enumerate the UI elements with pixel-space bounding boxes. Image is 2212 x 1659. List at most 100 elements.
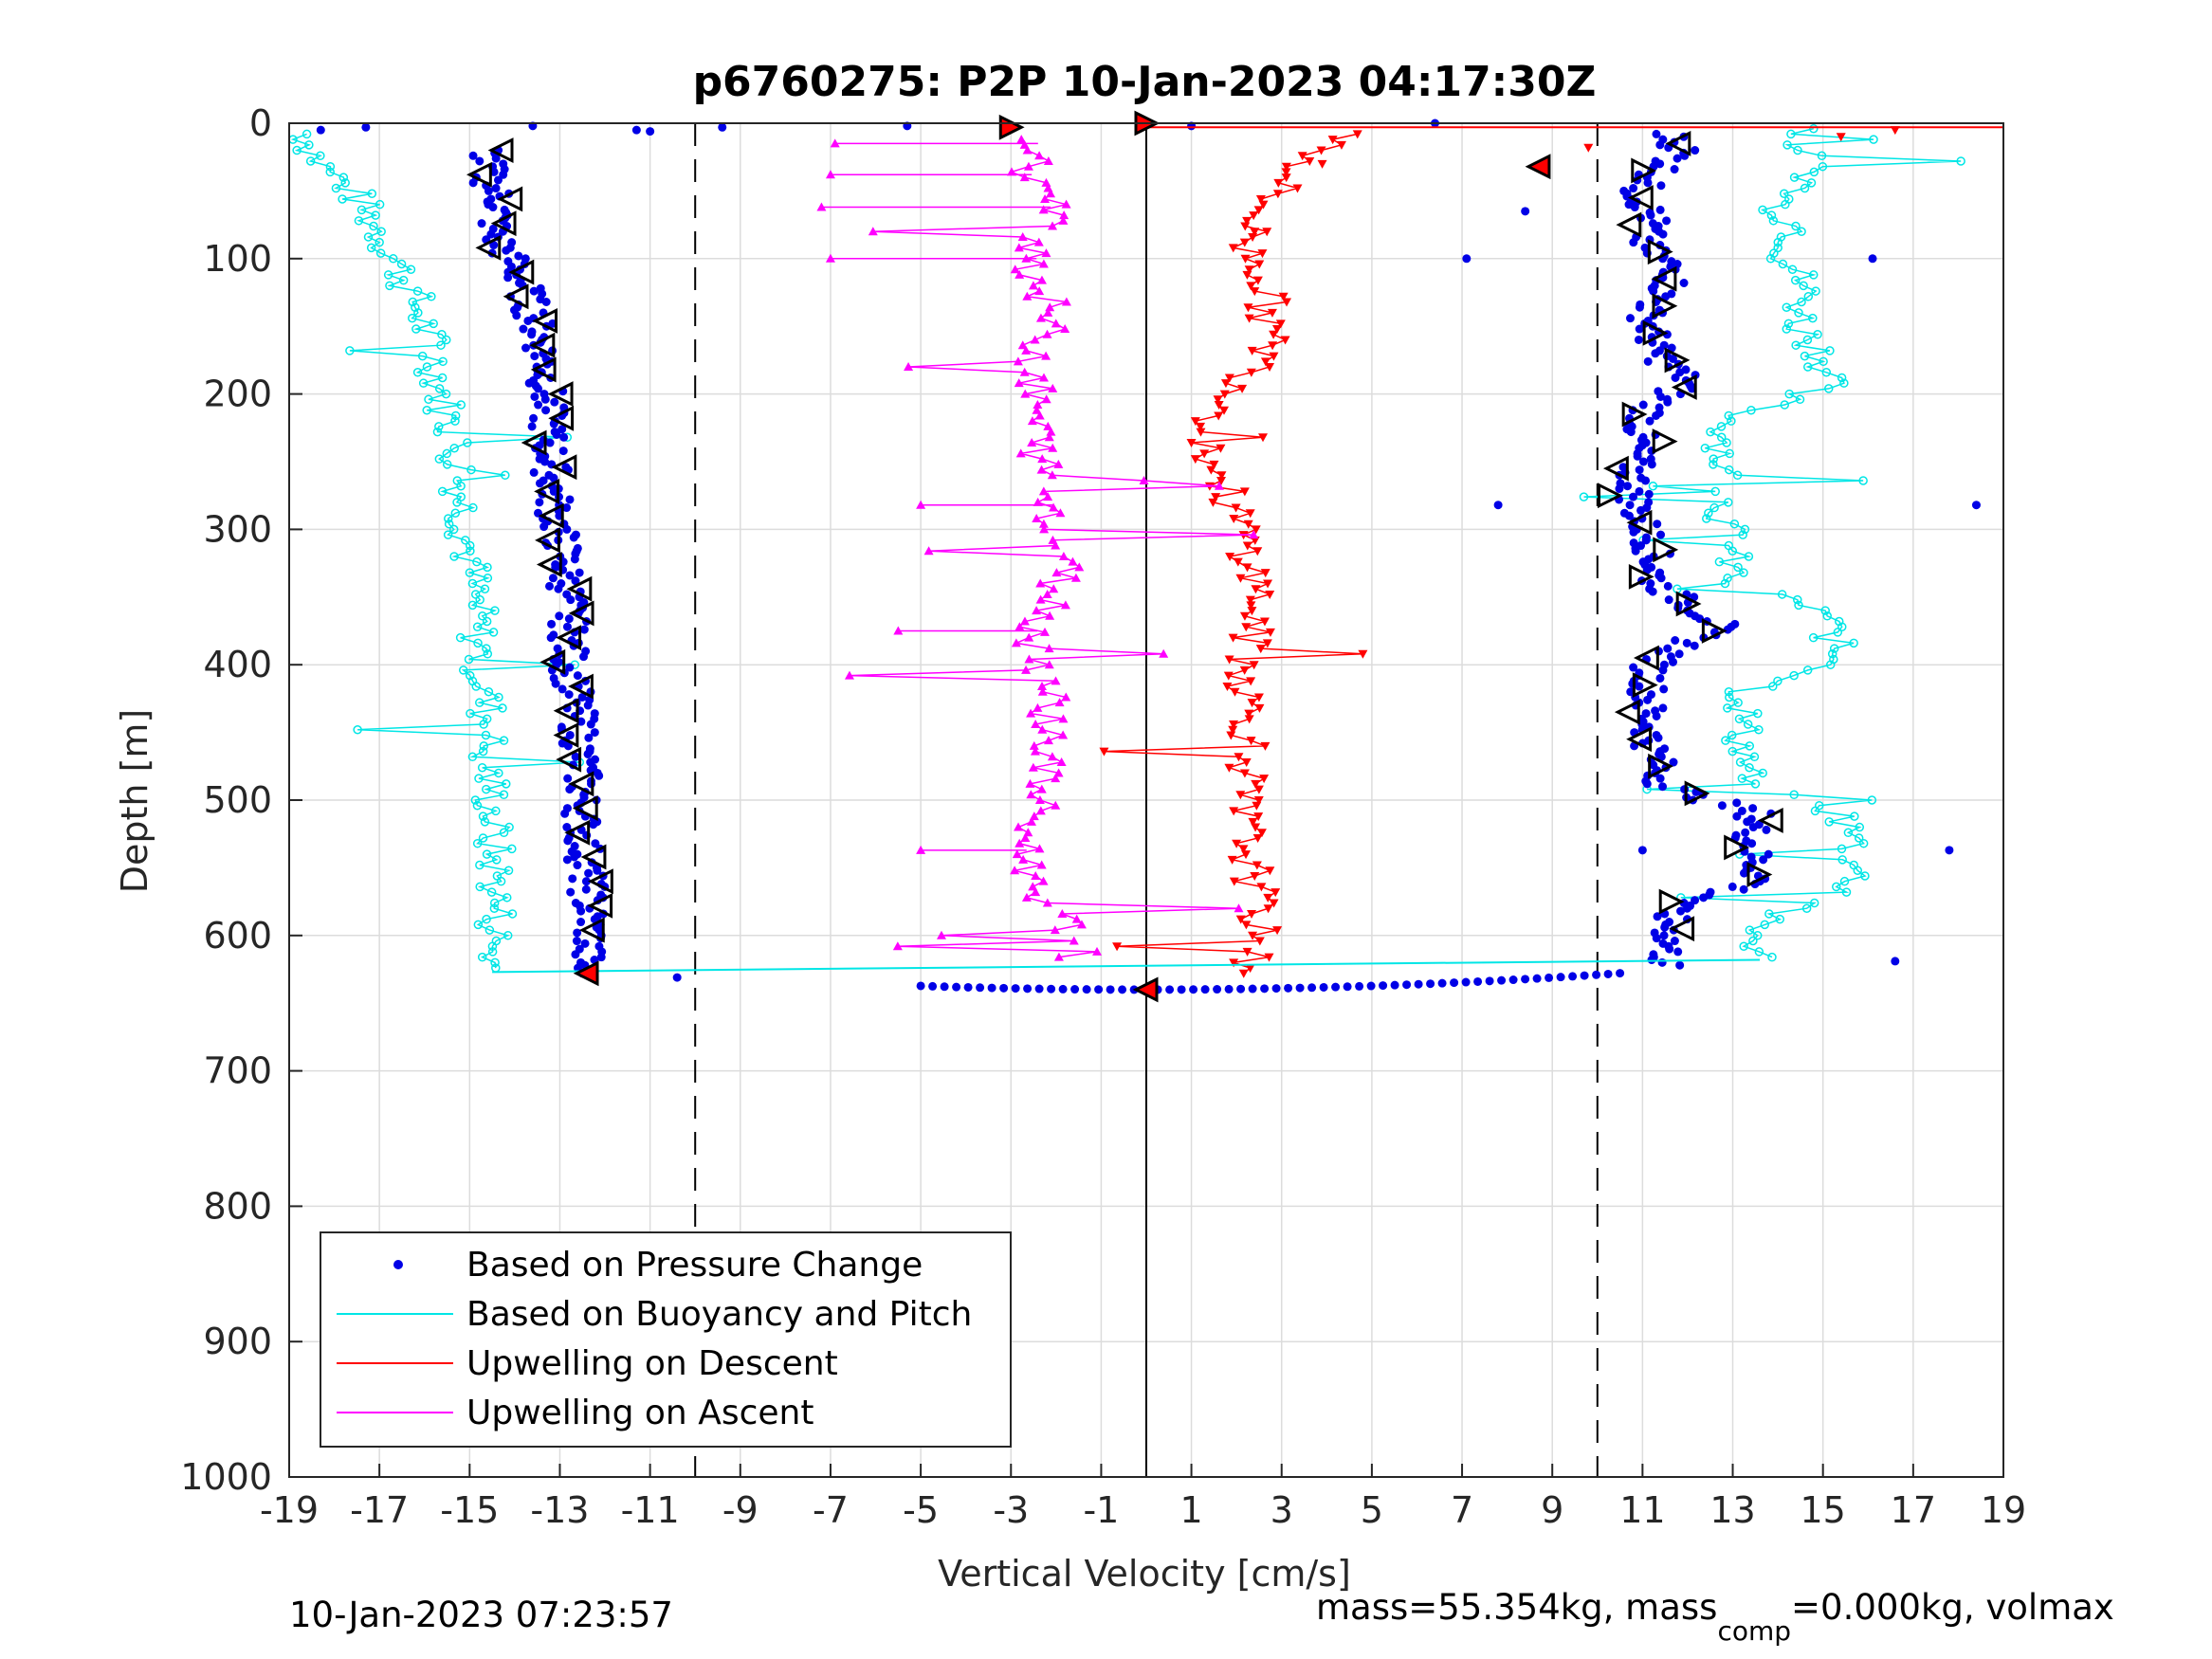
descent-point [1219,406,1230,415]
ascent-point [1092,946,1103,956]
pressure-point [564,690,574,700]
pressure-point [1307,983,1317,993]
descent-point [1232,839,1242,848]
ascent-point [1043,736,1053,745]
buoyancy-point [316,151,325,161]
descent-point [1269,352,1279,361]
ascent-point [916,500,926,509]
buoyancy-point [1808,632,1819,643]
pressure-point [1647,460,1656,469]
descent-point [1265,866,1275,876]
waypoint-triangle [532,308,558,334]
buoyancy-point [1727,416,1736,426]
ascent-point [1021,345,1032,355]
descent-point [1240,254,1251,264]
pressure-point [1213,985,1222,994]
ascent-point [1061,199,1071,209]
descent-point [1224,655,1234,665]
descent-point [1263,893,1273,902]
buoyancy-point [1832,882,1841,892]
x-tick-label: -3 [993,1489,1029,1531]
pressure-point [541,406,551,415]
waypoint-triangle [475,234,502,261]
buoyancy-point [490,957,500,968]
buoyancy-point [1723,703,1732,713]
buoyancy-point [1766,210,1777,220]
pressure-point [581,877,591,886]
x-tick-label: -5 [903,1489,939,1531]
buoyancy-point [437,373,448,383]
descent-point [1292,184,1303,193]
buoyancy-point [1802,335,1813,345]
buoyancy-point [1720,578,1730,589]
buoyancy-point [1765,254,1776,264]
buoyancy-point [1789,173,1800,182]
buoyancy-point [1716,422,1727,431]
pressure-point [579,652,589,662]
descent-point [1252,801,1262,811]
ascent-point [1076,920,1087,929]
pressure-point [1741,828,1750,837]
buoyancy-point [418,378,429,388]
pressure-point [562,524,572,534]
descent-point [1190,417,1200,427]
waypoint-triangle [1525,154,1551,180]
buoyancy-point [1721,736,1730,745]
buoyancy-point [408,297,418,307]
descent-point [1239,769,1250,778]
ascent-point [1040,193,1051,203]
buoyancy-point [480,584,490,593]
x-tick-label: 13 [1709,1489,1755,1531]
pressure-point [562,503,572,513]
ascent-point [1043,421,1053,430]
waypoint-triangle [1671,374,1697,400]
ascent-point [1026,790,1036,799]
ascent-point [1051,319,1061,328]
waypoint-triangle [1664,347,1691,374]
pressure-point [1629,492,1638,501]
buoyancy-point [1787,264,1798,274]
descent-point [1836,133,1846,142]
ascent-point [1051,540,1061,550]
waypoint-triangle [1658,888,1685,915]
buoyancy-point [487,941,498,951]
pressure-point [1630,203,1639,212]
ascent-point [1037,724,1048,734]
buoyancy-point [1778,259,1788,269]
pressure-point [586,720,595,729]
buoyancy-point [503,931,513,940]
descent-point [1234,753,1244,762]
legend-box [320,1231,1012,1448]
buoyancy-point [484,925,495,935]
ascent-point [1037,682,1048,691]
pressure-point [549,486,558,496]
x-tick-label: -1 [1083,1489,1119,1531]
buoyancy-point [1827,649,1837,659]
pressure-point [563,836,573,846]
ascent-point [1014,822,1024,831]
buoyancy-point [494,692,503,702]
descent-point [1239,487,1250,497]
waypoint-triangle [1701,618,1728,644]
pressure-point [1654,733,1663,742]
pressure-point [584,733,594,742]
descent-point [1246,601,1256,611]
waypoint-triangle [1602,455,1629,482]
descent-point [1233,557,1243,567]
buoyancy-point [1777,590,1787,599]
pressure-point [590,728,599,738]
buoyancy-point [1825,346,1835,356]
descent-point [1229,720,1239,730]
pressure-point [1663,644,1673,653]
descent-point [1258,200,1269,210]
pressure-point [540,457,550,466]
pressure-point [1545,973,1554,982]
waypoint-triangle [568,600,594,627]
waypoint-triangle [1597,483,1623,509]
pressure-point [551,679,560,688]
ascent-point [1024,632,1034,642]
buoyancy-point [367,189,377,199]
buoyancy-point [1782,140,1792,150]
pressure-point [594,771,604,780]
buoyancy-point [1822,611,1832,621]
